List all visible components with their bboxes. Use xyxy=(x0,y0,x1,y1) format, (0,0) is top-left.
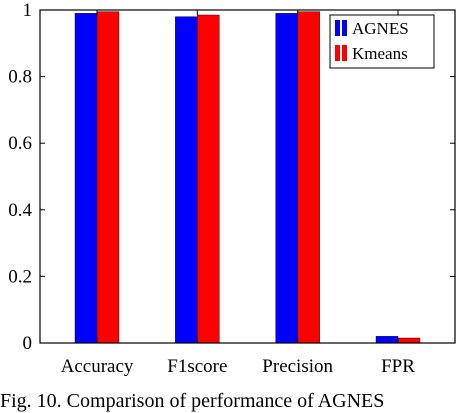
bar-kmeans-fpr xyxy=(397,337,421,344)
y-tick-label: 0.2 xyxy=(8,266,32,287)
bar-kmeans-accuracy xyxy=(96,11,120,344)
bar-kmeans-f1score xyxy=(197,14,220,344)
legend-label: Kmeans xyxy=(352,44,408,63)
bar-agnes-fpr xyxy=(375,336,399,344)
x-tick-label: F1score xyxy=(167,356,227,377)
bar-kmeans-precision xyxy=(297,11,320,344)
y-tick-label: 0.8 xyxy=(8,67,32,88)
legend-swatch xyxy=(335,20,340,36)
legend-swatch xyxy=(342,20,347,36)
legend-label: AGNES xyxy=(352,19,409,38)
x-tick-label: FPR xyxy=(381,356,415,377)
y-tick-label: 1 xyxy=(23,0,33,21)
legend: AGNES Kmeans xyxy=(329,14,435,69)
x-tick-label: Accuracy xyxy=(61,356,134,377)
legend-box xyxy=(329,14,435,69)
bar-agnes-precision xyxy=(275,13,298,344)
legend-swatch xyxy=(335,45,340,61)
legend-swatch xyxy=(342,45,347,61)
bar-agnes-accuracy xyxy=(74,13,98,344)
bar-agnes-f1score xyxy=(175,16,198,344)
y-tick-label: 0 xyxy=(23,333,33,354)
figure-caption: Fig. 10. Comparison of performance of AG… xyxy=(0,390,385,412)
y-tick-label: 0.6 xyxy=(8,133,32,154)
bars-layer xyxy=(74,11,421,344)
x-tick-label: Precision xyxy=(262,356,333,377)
y-tick-label: 0.4 xyxy=(8,200,32,221)
plot-frame xyxy=(39,9,456,344)
